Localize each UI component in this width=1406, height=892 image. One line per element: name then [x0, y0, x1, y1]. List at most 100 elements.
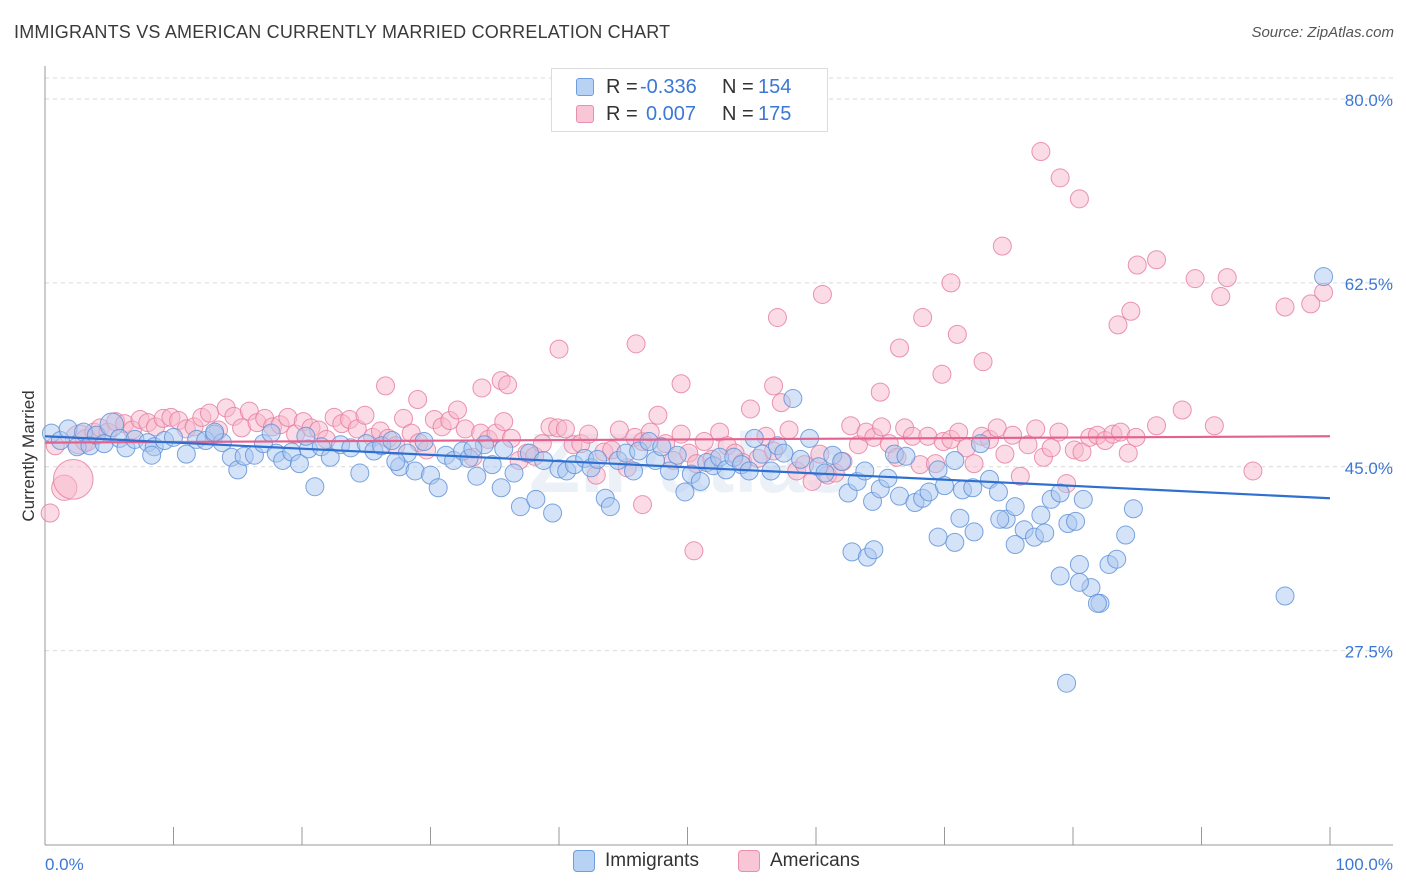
- immigrant-point: [690, 471, 710, 491]
- y-tick-label: 45.0%: [1345, 459, 1393, 478]
- american-point: [549, 339, 569, 359]
- american-point: [1147, 250, 1167, 270]
- immigrant-point: [1005, 535, 1025, 555]
- immigrant-point: [296, 426, 316, 446]
- source-note: Source: ZipAtlas.com: [1251, 24, 1394, 41]
- immigrant-point: [964, 522, 984, 542]
- immigrant-point: [970, 434, 990, 454]
- immigrant-point: [675, 482, 695, 502]
- immigrant-point: [1035, 523, 1055, 543]
- immigrant-point: [305, 477, 325, 497]
- american-point: [694, 432, 714, 452]
- immigrant-point: [1123, 499, 1143, 519]
- american-point: [1204, 416, 1224, 436]
- immigrant-point: [526, 489, 546, 509]
- americans-swatch: [576, 105, 594, 123]
- american-point: [1026, 419, 1046, 439]
- immigrant-point: [928, 527, 948, 547]
- immigrant-point: [624, 461, 644, 481]
- immigrant-point: [386, 452, 406, 471]
- american-point: [995, 444, 1015, 464]
- american-point: [1172, 400, 1192, 420]
- y-tick-label: 27.5%: [1345, 643, 1393, 662]
- n-value: 175: [758, 102, 792, 125]
- american-point: [447, 400, 467, 420]
- american-point: [626, 334, 646, 354]
- legend-item-americans: Americans: [738, 850, 860, 872]
- american-point: [355, 405, 375, 425]
- immigrant-point: [510, 497, 530, 517]
- y-tick-label: 80.0%: [1345, 91, 1393, 110]
- immigrant-point: [1073, 489, 1093, 509]
- tick-labels: 80.0% 62.5% 45.0% 27.5% 0.0% 100.0%: [45, 91, 1393, 874]
- immigrant-point: [600, 497, 620, 517]
- american-point: [648, 405, 668, 425]
- legend-row-immigrants: R = -0.336 N = 154: [576, 74, 791, 100]
- immigrant-point: [58, 419, 78, 439]
- correlation-legend: R = -0.336 N = 154 R = 0.007 N = 175: [551, 68, 828, 132]
- american-point: [949, 422, 969, 442]
- immigrant-point: [945, 450, 965, 470]
- american-point: [947, 324, 967, 344]
- immigrants-swatch: [573, 850, 595, 872]
- legend-row-americans: R = 0.007 N = 175: [576, 101, 791, 127]
- immigrant-point: [463, 439, 483, 459]
- r-label: R =: [606, 75, 638, 98]
- american-point: [1185, 269, 1205, 289]
- american-point: [1108, 315, 1128, 335]
- immigrants-trend-line: [44, 435, 1331, 500]
- american-point: [872, 417, 892, 437]
- immigrant-point: [783, 388, 803, 408]
- american-point: [394, 408, 414, 428]
- immigrant-point: [289, 454, 309, 474]
- american-point: [913, 308, 933, 328]
- american-point: [764, 376, 784, 396]
- immigrant-point: [1275, 586, 1295, 606]
- american-point: [779, 420, 799, 440]
- chart-title: IMMIGRANTS VS AMERICAN CURRENTLY MARRIED…: [14, 22, 671, 42]
- american-point: [1031, 142, 1051, 162]
- american-point: [555, 419, 575, 439]
- american-point: [812, 284, 832, 304]
- american-point: [1147, 416, 1167, 436]
- american-point: [494, 412, 514, 432]
- x-tick-label: 0.0%: [45, 855, 84, 874]
- immigrant-point: [660, 461, 680, 481]
- american-point: [1243, 461, 1263, 481]
- immigrant-point: [896, 446, 916, 466]
- immigrant-point: [205, 422, 225, 442]
- american-point: [992, 236, 1012, 256]
- immigrant-point: [667, 445, 687, 465]
- immigrant-point: [752, 444, 772, 464]
- immigrant-point: [142, 445, 162, 465]
- american-point: [579, 424, 599, 444]
- immigrant-point: [1050, 483, 1070, 503]
- immigrant-point: [1314, 267, 1334, 287]
- immigrant-point: [864, 540, 884, 560]
- american-point: [633, 495, 653, 515]
- immigrant-point: [1050, 566, 1070, 586]
- immigrant-point: [963, 478, 983, 498]
- american-point: [1275, 297, 1295, 317]
- immigrant-point: [1066, 511, 1086, 531]
- n-value: 154: [758, 75, 792, 98]
- legend-item-immigrants: Immigrants: [573, 850, 699, 872]
- american-point: [1127, 255, 1147, 275]
- immigrant-point: [1031, 505, 1051, 525]
- american-point: [408, 390, 428, 410]
- x-tick-label: 100.0%: [1335, 855, 1393, 874]
- immigrant-point: [176, 444, 196, 464]
- r-label: R =: [606, 102, 638, 125]
- american-point: [52, 459, 94, 500]
- american-point: [964, 454, 984, 474]
- gridlines: [45, 77, 1393, 652]
- immigrant-point: [1087, 593, 1107, 613]
- legend-label-americans: Americans: [770, 850, 860, 871]
- american-point: [1041, 438, 1061, 458]
- american-point: [1018, 435, 1038, 455]
- american-point: [1211, 287, 1231, 307]
- immigrant-point: [1005, 497, 1025, 517]
- american-point: [199, 403, 219, 423]
- y-axis-label: Currently Married: [19, 390, 38, 521]
